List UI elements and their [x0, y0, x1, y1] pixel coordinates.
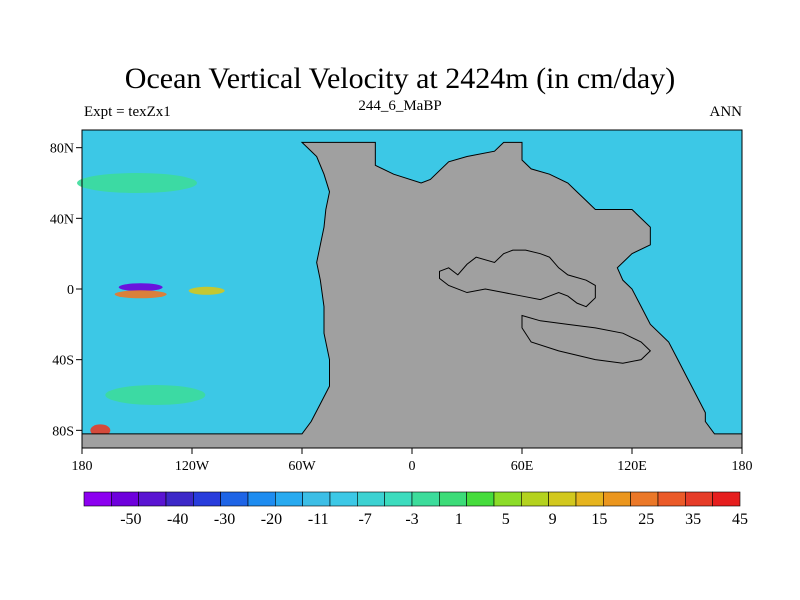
colorbar-box [275, 491, 303, 507]
colorbar-box [630, 491, 659, 507]
x-tick-label: 60W [288, 459, 316, 474]
colorbar-box [493, 491, 522, 507]
colorbar-label: -3 [405, 511, 418, 528]
colorbar-label: -50 [120, 511, 141, 528]
colorbar-box [220, 491, 249, 507]
colorbar-label: 45 [732, 511, 748, 528]
colorbar-box [384, 491, 413, 507]
y-tick-label: 40S [52, 354, 74, 369]
colorbar-box [466, 491, 495, 507]
colorbar-box [165, 491, 194, 507]
plot-title: Ocean Vertical Velocity at 2424m (in cm/… [124, 62, 676, 95]
y-tick-label: 80S [52, 424, 74, 439]
colorbar-label: 15 [591, 511, 607, 528]
colorbar-box [247, 491, 276, 507]
colorbar-box [575, 491, 604, 507]
colorbar-box [83, 491, 112, 507]
y-tick-label: 0 [67, 283, 74, 298]
colorbar-box [603, 491, 631, 507]
field-feature [188, 286, 225, 295]
x-tick-label: 0 [409, 459, 416, 474]
colorbar-label: 9 [549, 511, 557, 528]
y-tick-label: 40N [50, 212, 74, 227]
colorbar-label: 1 [455, 511, 463, 528]
colorbar-box [657, 491, 686, 507]
colorbar-label: -40 [167, 511, 188, 528]
field-feature [118, 283, 163, 292]
colorbar-label: -11 [308, 511, 329, 528]
colorbar-box [712, 491, 741, 507]
season-label: ANN [709, 104, 743, 120]
colorbar-box [548, 491, 577, 507]
colorbar-box [111, 491, 139, 507]
colorbar-box [193, 491, 221, 507]
colorbar-label: -7 [358, 511, 371, 528]
y-tick-label: 80N [50, 142, 74, 157]
field-feature [90, 424, 111, 437]
x-tick-label: 120W [175, 459, 210, 474]
colorbar-label: 5 [502, 511, 510, 528]
colorbar-box [439, 491, 467, 507]
x-tick-label: 120E [617, 459, 647, 474]
land-mass [81, 141, 743, 449]
experiment-label: Expt = texZx1 [84, 104, 171, 120]
field-feature [77, 173, 197, 193]
field-feature [114, 290, 167, 299]
timeslice-label: 244_6_MaBP [358, 98, 442, 114]
x-tick-label: 60E [511, 459, 534, 474]
land-mass [439, 249, 596, 308]
colorbar-label: -20 [261, 511, 282, 528]
x-tick-label: 180 [72, 459, 93, 474]
colorbar-box [302, 491, 331, 507]
colorbar-box [357, 491, 385, 507]
colorbar-box [685, 491, 713, 507]
colorbar-box [521, 491, 549, 507]
colorbar-box [138, 491, 167, 507]
colorbar-label: 35 [685, 511, 701, 528]
field-feature [105, 385, 206, 405]
colorbar-box [411, 491, 440, 507]
colorbar-label: -30 [214, 511, 235, 528]
colorbar-label: 25 [638, 511, 654, 528]
land-mass [521, 314, 652, 364]
colorbar-box [329, 491, 358, 507]
x-tick-label: 180 [732, 459, 753, 474]
